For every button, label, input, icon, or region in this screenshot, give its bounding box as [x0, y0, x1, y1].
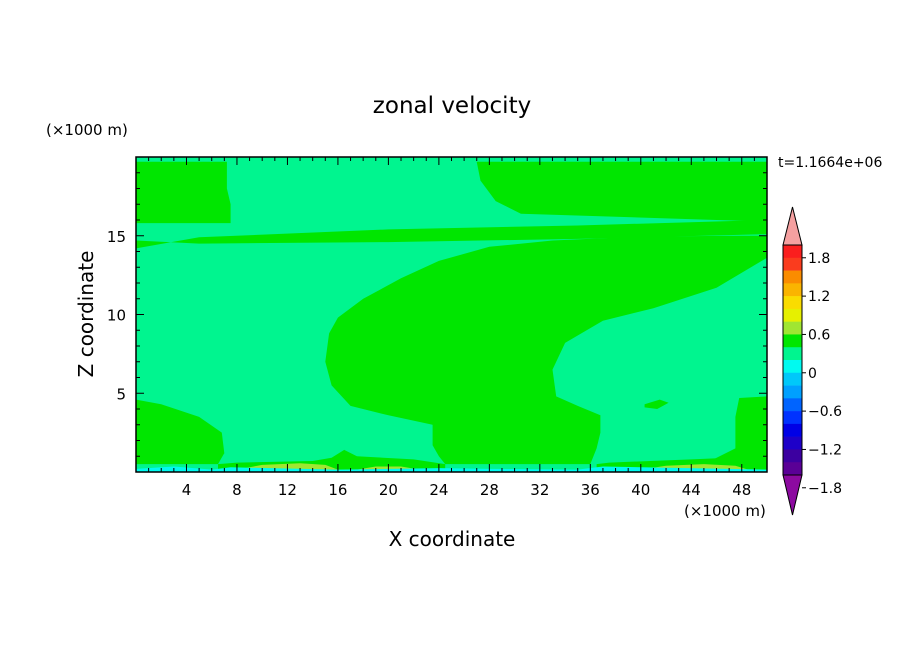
colorbar: [782, 206, 806, 516]
x-unit-label: (×1000 m): [684, 502, 766, 520]
x-tick-label: 36: [581, 481, 600, 499]
colorbar-swatch: [783, 347, 802, 361]
colorbar-swatch: [783, 398, 802, 412]
colorbar-label: 0: [808, 366, 817, 382]
x-tick-label: 12: [278, 481, 297, 499]
x-tick-label: 40: [631, 481, 650, 499]
colorbar-overflow-arrow: [782, 206, 803, 246]
contour-region-6: [644, 399, 669, 409]
colorbar-swatch: [783, 257, 802, 271]
chart-title: zonal velocity: [373, 93, 531, 119]
colorbar-label: 1.2: [808, 289, 830, 305]
colorbar-swatch: [783, 270, 802, 284]
x-tick-label: 48: [732, 481, 751, 499]
x-axis-label: X coordinate: [389, 527, 516, 551]
colorbar-swatch: [783, 296, 802, 310]
colorbar-swatch: [783, 245, 802, 259]
x-tick-label: 20: [379, 481, 398, 499]
colorbar-label: 0.6: [808, 327, 830, 343]
contour-region-1: [476, 161, 767, 222]
x-tick-label: 28: [480, 481, 499, 499]
colorbar-swatch: [783, 436, 802, 450]
time-label: t=1.1664e+06: [778, 155, 882, 171]
colorbar-swatch: [783, 372, 802, 386]
x-tick-label: 32: [530, 481, 549, 499]
contour-regions: [136, 161, 767, 472]
x-tick-label: 44: [682, 481, 701, 499]
colorbar-swatch: [783, 321, 802, 335]
colorbar-labels: 1.8 1.2 0.6 0 −0.6 −1.2 −1.8: [808, 251, 842, 497]
colorbar-swatch: [783, 308, 802, 322]
colorbar-frame: [782, 244, 803, 476]
colorbar-label: −0.6: [808, 404, 842, 420]
x-tick-label: 16: [328, 481, 347, 499]
x-tick-label: 24: [429, 481, 448, 499]
colorbar-label: 1.8: [808, 251, 830, 267]
contour-region-2: [136, 220, 767, 249]
colorbar-swatch: [783, 462, 802, 476]
colorbar-label: −1.2: [808, 442, 842, 458]
colorbar-swatch: [783, 423, 802, 437]
contour-region-3: [325, 235, 767, 465]
contour-region-4: [136, 399, 225, 465]
axis-ticks: [136, 157, 767, 472]
contour-region-5: [703, 396, 767, 465]
colorbar-swatch: [783, 334, 802, 348]
x-tick-label: 4: [182, 481, 192, 499]
y-tick-label: 10: [107, 307, 126, 325]
y-tick-label: 5: [116, 385, 126, 403]
y-unit-label: (×1000 m): [46, 121, 128, 139]
y-tick-label: 15: [107, 228, 126, 246]
colorbar-swatch: [783, 449, 802, 463]
colorbar-swatch: [783, 360, 802, 374]
colorbar-label: −1.8: [808, 481, 842, 497]
y-axis-label: Z coordinate: [74, 251, 98, 378]
colorbar-swatch: [783, 385, 802, 399]
x-tick-label: 8: [232, 481, 242, 499]
colorbar-swatch: [783, 411, 802, 425]
contour-region-0: [136, 161, 231, 224]
colorbar-swatch: [783, 283, 802, 297]
colorbar-underflow-arrow: [782, 474, 803, 516]
